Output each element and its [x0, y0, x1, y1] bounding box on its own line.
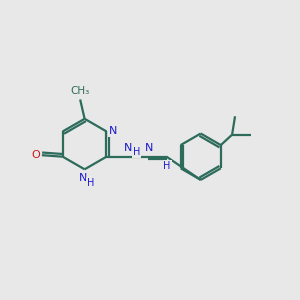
Text: CH₃: CH₃ [70, 86, 90, 96]
Text: N: N [79, 172, 87, 183]
Text: O: O [31, 150, 40, 160]
Text: N: N [109, 126, 117, 136]
Text: N: N [145, 143, 153, 153]
Text: H: H [133, 147, 140, 157]
Text: N: N [124, 143, 133, 153]
Text: H: H [87, 178, 94, 188]
Text: H: H [164, 160, 171, 171]
